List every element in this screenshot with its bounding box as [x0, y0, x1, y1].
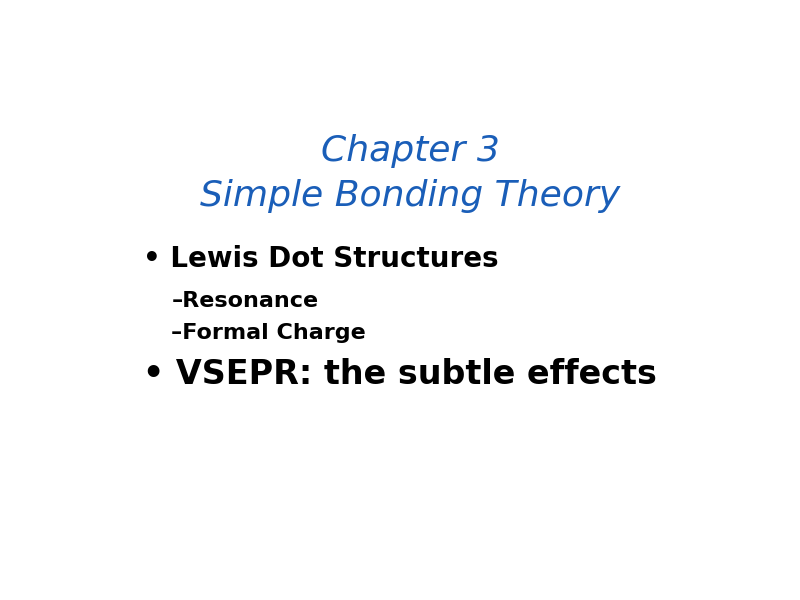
Text: Chapter 3
Simple Bonding Theory: Chapter 3 Simple Bonding Theory	[200, 134, 620, 213]
Text: • VSEPR: the subtle effects: • VSEPR: the subtle effects	[143, 358, 658, 391]
Text: • Lewis Dot Structures: • Lewis Dot Structures	[143, 245, 499, 273]
Text: –Resonance: –Resonance	[171, 290, 318, 311]
Text: –Formal Charge: –Formal Charge	[171, 323, 366, 343]
